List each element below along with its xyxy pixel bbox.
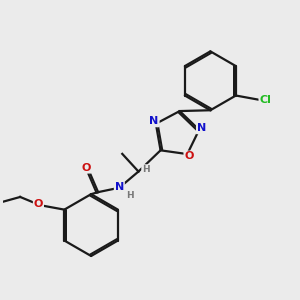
Text: H: H [142, 165, 150, 174]
Text: O: O [184, 152, 194, 161]
Text: N: N [115, 182, 124, 192]
Text: H: H [126, 191, 134, 200]
Text: Cl: Cl [260, 95, 271, 105]
Text: N: N [149, 116, 159, 126]
Text: O: O [82, 163, 91, 173]
Text: N: N [197, 123, 206, 133]
Text: O: O [34, 199, 43, 209]
